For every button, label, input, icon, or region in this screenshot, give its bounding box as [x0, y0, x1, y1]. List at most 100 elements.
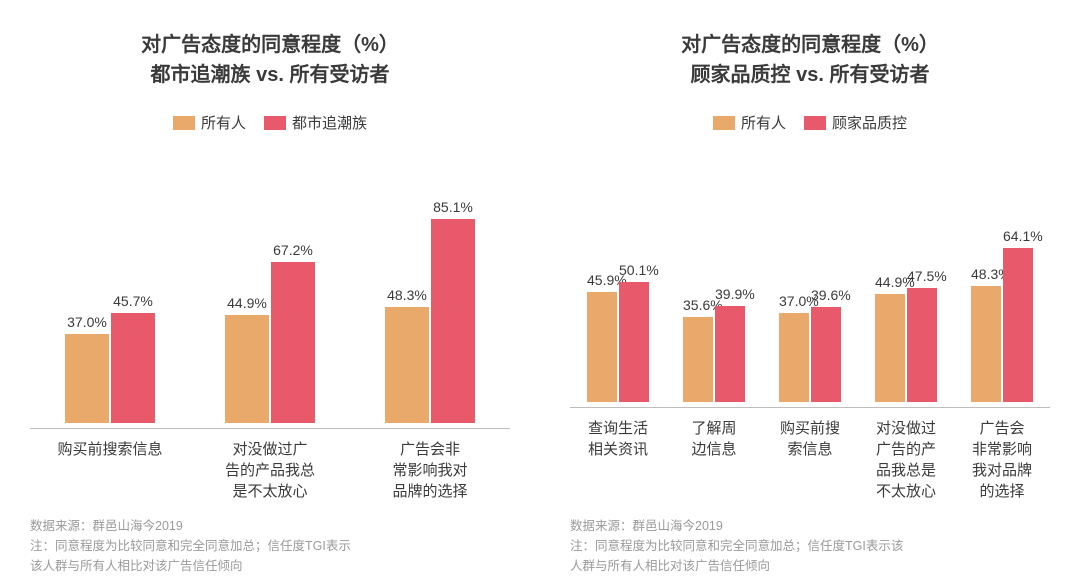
left-title: 对广告态度的同意程度（%） 都市追潮族 vs. 所有受访者: [30, 30, 510, 90]
right-bar-rect-0-0: [587, 292, 617, 402]
right-bar-label-3-0: 44.9%: [875, 274, 905, 290]
left-bar-label-2-1: 85.1%: [431, 199, 475, 215]
left-legend-item-1: 都市追潮族: [264, 112, 367, 133]
right-bar-label-4-1: 64.1%: [1003, 228, 1033, 244]
left-bar-group-2: 48.3% 85.1%: [385, 183, 475, 423]
right-bar-group-1: 35.6%39.9%: [683, 162, 745, 402]
left-bar-rect-2-0: [385, 307, 429, 423]
right-legend-item-1: 顾家品质控: [804, 112, 907, 133]
right-bar-rect-0-1: [619, 282, 649, 402]
right-bar-1-0: 35.6%: [683, 162, 713, 402]
right-footer: 数据来源：群邑山海今2019 注：同意程度为比较同意和完全同意加总；信任度TGI…: [570, 516, 1050, 576]
right-bar-rect-4-1: [1003, 248, 1033, 402]
right-bar-2-1: 39.6%: [811, 162, 841, 402]
right-bar-rect-1-0: [683, 317, 713, 402]
left-bar-label-0-0: 37.0%: [65, 314, 109, 330]
right-bar-rect-2-1: [811, 307, 841, 402]
left-bar-rect-2-1: [431, 219, 475, 423]
right-title: 对广告态度的同意程度（%） 顾家品质控 vs. 所有受访者: [570, 30, 1050, 90]
right-legend-swatch-1: [804, 116, 826, 130]
right-xlabel-2: 购买前搜 索信息: [770, 418, 850, 502]
left-bar-2-0: 48.3%: [385, 183, 429, 423]
right-bar-group-3: 44.9%47.5%: [875, 162, 937, 402]
left-footer-line1: 数据来源：群邑山海今2019: [30, 516, 510, 536]
right-legend: 所有人 顾家品质控: [570, 112, 1050, 133]
left-bar-label-1-1: 67.2%: [271, 242, 315, 258]
right-bar-rect-2-0: [779, 313, 809, 402]
right-bar-label-1-1: 39.9%: [715, 286, 745, 302]
left-bar-rect-1-1: [271, 262, 315, 423]
left-xlabel-2: 广告会非 常影响我对 品牌的选择: [376, 439, 484, 502]
left-legend: 所有人 都市追潮族: [30, 112, 510, 133]
right-xlabels: 查询生活 相关资讯了解周 边信息购买前搜 索信息对没做过 广告的产 品我总是 不…: [570, 408, 1050, 502]
right-legend-item-0: 所有人: [713, 112, 786, 133]
left-chart: 37.0%45.7% 44.9% 67.2% 48.3% 85.1%: [30, 141, 510, 429]
left-bar-label-0-1: 45.7%: [111, 293, 155, 309]
right-legend-label-1: 顾家品质控: [832, 112, 907, 133]
left-legend-swatch-1: [264, 116, 286, 130]
right-legend-swatch-0: [713, 116, 735, 130]
right-bar-0-1: 50.1%: [619, 162, 649, 402]
right-bar-rect-1-1: [715, 306, 745, 402]
left-legend-label-1: 都市追潮族: [292, 112, 367, 133]
left-xlabels: 购买前搜索信息对没做过广 告的产品我总 是不太放心广告会非 常影响我对 品牌的选…: [30, 429, 510, 502]
left-xlabel-0: 购买前搜索信息: [56, 439, 164, 502]
left-bar-1-0: 44.9%: [225, 183, 269, 423]
left-bar-0-0: 37.0%: [65, 183, 109, 423]
left-xlabel-1: 对没做过广 告的产品我总 是不太放心: [216, 439, 324, 502]
right-bar-label-2-0: 37.0%: [779, 293, 809, 309]
left-bar-2-1: 85.1%: [431, 183, 475, 423]
left-axis: [30, 428, 510, 429]
left-bar-group-1: 44.9% 67.2%: [225, 183, 315, 423]
left-title-line1: 对广告态度的同意程度（%）: [141, 34, 399, 56]
right-bar-label-4-0: 48.3%: [971, 266, 1001, 282]
right-bar-label-2-1: 39.6%: [811, 287, 841, 303]
right-panel: 对广告态度的同意程度（%） 顾家品质控 vs. 所有受访者 所有人 顾家品质控 …: [540, 0, 1080, 586]
right-bar-label-3-1: 47.5%: [907, 268, 937, 284]
left-footer: 数据来源：群邑山海今2019 注：同意程度为比较同意和完全同意加总；信任度TGI…: [30, 516, 510, 576]
left-footer-line2: 注：同意程度为比较同意和完全同意加总；信任度TGI表示: [30, 536, 510, 556]
left-bar-rect-0-0: [65, 334, 109, 423]
left-bar-label-2-0: 48.3%: [385, 287, 429, 303]
right-bar-rect-3-1: [907, 288, 937, 402]
right-bar-group-4: 48.3% 64.1%: [971, 162, 1033, 402]
right-axis: [570, 407, 1050, 408]
left-bar-group-0: 37.0%45.7%: [65, 183, 155, 423]
right-bar-4-0: 48.3%: [971, 162, 1001, 402]
right-bar-1-1: 39.9%: [715, 162, 745, 402]
right-footer-line3: 人群与所有人相比对该广告信任倾向: [570, 556, 1050, 576]
left-bar-rect-0-1: [111, 313, 155, 423]
right-bar-4-1: 64.1%: [1003, 162, 1033, 402]
right-bar-group-2: 37.0%39.6%: [779, 162, 841, 402]
right-xlabel-1: 了解周 边信息: [674, 418, 754, 502]
right-chart: 45.9%50.1% 35.6%39.9% 37.0%39.6% 44.9%47.5%…: [570, 141, 1050, 408]
right-bar-3-1: 47.5%: [907, 162, 937, 402]
left-title-line2: 都市追潮族 vs. 所有受访者: [151, 64, 390, 86]
right-xlabel-4: 广告会 非常影响 我对品牌 的选择: [962, 418, 1042, 502]
right-bar-group-0: 45.9%50.1%: [587, 162, 649, 402]
right-bar-rect-4-0: [971, 286, 1001, 402]
right-bar-label-1-0: 35.6%: [683, 297, 713, 313]
left-bar-rect-1-0: [225, 315, 269, 423]
right-title-line1: 对广告态度的同意程度（%）: [681, 34, 939, 56]
right-footer-line1: 数据来源：群邑山海今2019: [570, 516, 1050, 536]
right-bar-0-0: 45.9%: [587, 162, 617, 402]
right-footer-line2: 注：同意程度为比较同意和完全同意加总；信任度TGI表示该: [570, 536, 1050, 556]
left-footer-line3: 该人群与所有人相比对该广告信任倾向: [30, 556, 510, 576]
left-bar-0-1: 45.7%: [111, 183, 155, 423]
left-bar-label-1-0: 44.9%: [225, 295, 269, 311]
right-bar-label-0-1: 50.1%: [619, 262, 649, 278]
right-bar-3-0: 44.9%: [875, 162, 905, 402]
left-bar-1-1: 67.2%: [271, 183, 315, 423]
left-legend-item-0: 所有人: [173, 112, 246, 133]
right-bar-rect-3-0: [875, 294, 905, 402]
left-panel: 对广告态度的同意程度（%） 都市追潮族 vs. 所有受访者 所有人 都市追潮族 …: [0, 0, 540, 586]
right-legend-label-0: 所有人: [741, 112, 786, 133]
right-bar-2-0: 37.0%: [779, 162, 809, 402]
right-bar-label-0-0: 45.9%: [587, 272, 617, 288]
left-legend-swatch-0: [173, 116, 195, 130]
right-xlabel-0: 查询生活 相关资讯: [578, 418, 658, 502]
right-xlabel-3: 对没做过 广告的产 品我总是 不太放心: [866, 418, 946, 502]
right-title-line2: 顾家品质控 vs. 所有受访者: [691, 64, 930, 86]
left-legend-label-0: 所有人: [201, 112, 246, 133]
